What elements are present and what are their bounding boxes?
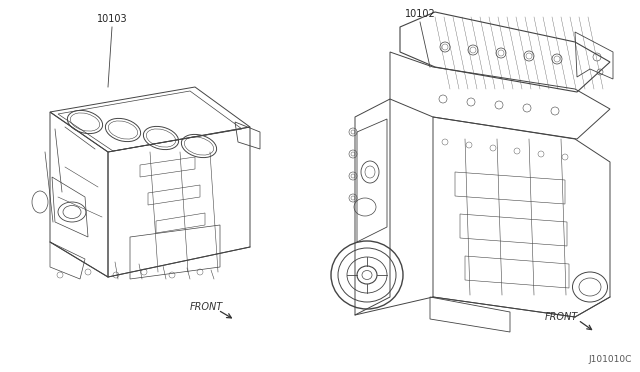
Text: FRONT: FRONT <box>545 312 579 322</box>
Text: 10103: 10103 <box>97 14 127 24</box>
Text: FRONT: FRONT <box>190 302 223 312</box>
Text: J101010C: J101010C <box>589 355 632 364</box>
Text: 10102: 10102 <box>404 9 435 19</box>
